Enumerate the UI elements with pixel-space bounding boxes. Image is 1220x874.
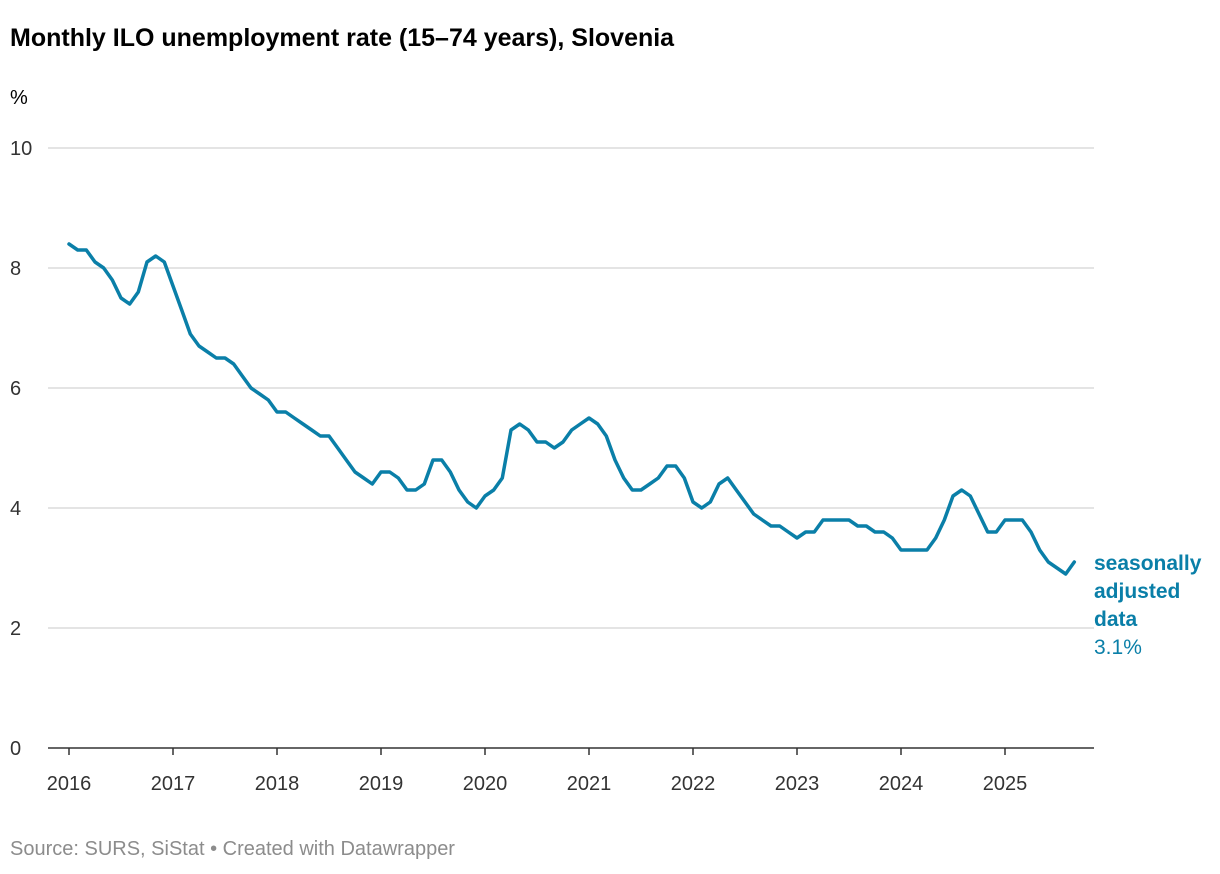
series-name-label: seasonally — [1094, 552, 1202, 575]
y-tick-label: 8 — [10, 258, 21, 280]
x-tick-label: 2025 — [983, 773, 1028, 795]
y-tick-label: 4 — [10, 498, 21, 520]
series-name-label: data — [1094, 608, 1138, 631]
series-line — [67, 242, 1077, 576]
x-tick-label: 2016 — [47, 773, 92, 795]
x-axis: 2016 2017 2018 2019 2020 2021 2022 2023 2024 2025 — [47, 747, 1094, 795]
y-tick-label: 10 — [10, 138, 32, 160]
series-label-group: seasonally adjusted data 3.1% — [1094, 552, 1202, 659]
x-tick-label: 2018 — [255, 773, 300, 795]
y-axis-unit-label: % — [10, 87, 28, 109]
series-name-label: adjusted — [1094, 580, 1180, 603]
gridlines — [48, 147, 1094, 629]
x-tick-label: 2020 — [463, 773, 508, 795]
x-tick-label: 2017 — [151, 773, 196, 795]
x-tick-label: 2022 — [671, 773, 716, 795]
x-tick-label: 2023 — [775, 773, 820, 795]
series-group — [67, 242, 1077, 576]
y-axis: 0 2 4 6 8 10 — [10, 138, 32, 760]
y-tick-label: 2 — [10, 618, 21, 640]
source-footer: Source: SURS, SiStat • Created with Data… — [10, 838, 455, 860]
series-end-value-label: 3.1% — [1094, 636, 1142, 659]
x-tick-label: 2021 — [567, 773, 612, 795]
x-tick-label: 2019 — [359, 773, 404, 795]
x-tick-label: 2024 — [879, 773, 924, 795]
chart-title: Monthly ILO unemployment rate (15–74 yea… — [10, 24, 675, 52]
y-tick-label: 6 — [10, 378, 21, 400]
y-tick-label: 0 — [10, 738, 21, 760]
